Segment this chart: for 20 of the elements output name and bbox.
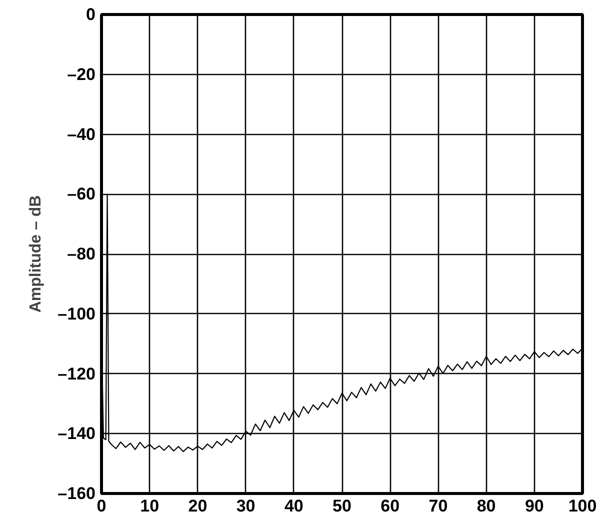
x-tick-label: 70 bbox=[428, 496, 448, 516]
y-tick-label: –140 bbox=[58, 424, 96, 444]
x-tick-label: 40 bbox=[284, 496, 304, 516]
y-tick-label: –20 bbox=[67, 64, 96, 84]
x-tick-label: 50 bbox=[332, 496, 352, 516]
x-tick-label: 10 bbox=[140, 496, 160, 516]
y-axis-title: Amplitude – dB bbox=[28, 195, 45, 313]
y-tick-label: –80 bbox=[67, 244, 96, 264]
y-tick-label: –100 bbox=[58, 304, 96, 324]
y-tick-label: 0 bbox=[86, 5, 96, 24]
y-tick-label: –120 bbox=[58, 364, 96, 384]
y-tick-label: –60 bbox=[67, 184, 96, 204]
x-tick-label: 30 bbox=[236, 496, 256, 516]
x-tick-label: 80 bbox=[476, 496, 496, 516]
x-tick-label: 20 bbox=[188, 496, 208, 516]
x-tick-label: 100 bbox=[568, 496, 597, 516]
x-tick-label: 60 bbox=[380, 496, 400, 516]
y-tick-label: –40 bbox=[67, 124, 96, 144]
y-tick-label: –160 bbox=[58, 484, 96, 503]
x-tick-label: 90 bbox=[524, 496, 544, 516]
